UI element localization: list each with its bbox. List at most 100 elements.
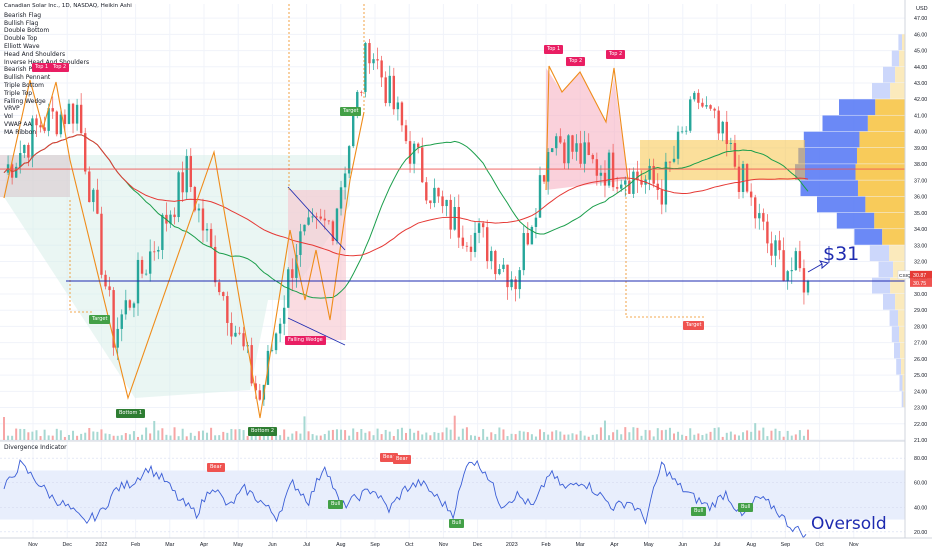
price-tick-label: 28.00 [914,324,927,330]
price-target-annotation: $31 [823,243,860,265]
legend-item[interactable]: Bearish Flag [4,11,42,19]
legend-item[interactable]: Vol [4,113,13,121]
legend-item[interactable]: Bullish Pennant [4,74,51,82]
top-1-label: Top 1 [32,63,52,72]
legend-item[interactable]: Elliott Wave [4,42,40,50]
volume-bar [364,432,367,440]
wedge-upper-line [287,186,346,251]
volume-profile-bar-up [800,180,858,197]
volume-bar [474,435,477,440]
price-candle [506,264,509,288]
price-candle [494,250,497,275]
price-candle [230,322,233,337]
legend-item[interactable]: MA Ribbon [4,128,37,136]
indicator-legend: Canadian Solar Inc., 1D, NASDAQ, Heikin … [4,3,132,137]
legend-item[interactable]: Triple Top [4,89,33,97]
price-tick-label: 22.00 [914,422,927,428]
volume-bar [157,430,160,440]
price-candle [705,105,708,107]
price-candle [380,60,383,78]
volume-bar [506,436,509,440]
price-candle [514,279,517,290]
volume-bar [149,433,152,440]
legend-item[interactable]: Double Bottom [4,27,50,35]
legend-item[interactable]: VWAP AA [4,120,32,128]
legend-item[interactable]: VRVP [4,105,20,113]
price-candle [628,180,631,194]
legend-item[interactable]: Head And Shoulders [4,50,66,58]
volume-profile-bar-down [900,342,905,359]
legend-item[interactable]: Triple Bottom [4,81,44,89]
price-candle [599,172,603,176]
price-candle [709,105,712,109]
volume-bar [648,430,651,440]
time-axis-label: Oct [405,542,414,548]
volume-profile-bar-up [822,115,868,132]
rsi-tick-label: 80.00 [914,456,927,462]
price-candle [408,141,412,164]
price-candle [352,113,355,147]
volume-bar [283,429,286,440]
price-tick-label: 23.00 [914,406,927,412]
price-candle [157,249,160,252]
price-candle [400,102,404,126]
volume-bar [518,430,521,440]
price-candle [656,183,659,190]
price-candle [595,159,599,176]
volume-bar [697,433,700,440]
price-candle [802,268,806,293]
time-axis-label: May [644,542,654,548]
price-candle [193,187,197,211]
price-candle [778,240,781,251]
price-candle [368,43,371,64]
price-candle [624,180,627,185]
price-candle [680,131,684,133]
price-candle [441,196,444,207]
price-candle [559,136,562,143]
last-price-badge-2 [910,278,932,287]
price-candle [766,221,769,244]
price-candle [319,216,322,219]
volume-bar [624,427,627,440]
legend-item[interactable]: Inverse Head And Shoulders [4,58,90,66]
target-arrow [807,260,830,273]
legend-item[interactable]: Bearish Pennant [4,66,53,74]
volume-bar [319,435,322,440]
price-candle [412,143,416,164]
volume-bar [242,430,245,440]
volume-bar [169,435,172,440]
volume-profile-bar-down [899,50,905,67]
volume-bar [331,429,334,440]
price-tick-label: 36.00 [914,195,927,201]
legend-item[interactable]: Bullish Flag [4,19,39,27]
volume-bar [705,433,708,440]
ma-ribbon-long [3,134,809,257]
price-candle [473,232,477,252]
price-candle [729,143,733,145]
volume-bar [445,427,448,440]
volume-bar [433,432,436,440]
price-candle [542,175,546,182]
price-candle [567,135,570,164]
price-tick-label: 24.00 [914,389,927,395]
volume-bar [429,435,432,440]
volume-bar [177,436,180,440]
rsi-band [0,470,905,520]
volume-bar [380,434,383,440]
time-axis-label: Feb [541,542,550,548]
volume-bar [482,429,485,440]
price-candle [571,135,574,152]
price-tick-label: 40.00 [914,130,927,136]
price-candle [128,300,132,308]
legend-item[interactable]: Falling Wedge [4,97,46,105]
price-candle [774,240,777,256]
time-axis-label: Sep [370,542,379,548]
price-candle [238,332,241,334]
volume-bar [725,432,728,440]
price-tick-label: 38.00 [914,162,927,168]
ma-ribbon-short [3,134,809,299]
price-candle [425,182,428,201]
legend-item[interactable]: Double Top [4,35,38,43]
volume-bar [230,428,233,440]
